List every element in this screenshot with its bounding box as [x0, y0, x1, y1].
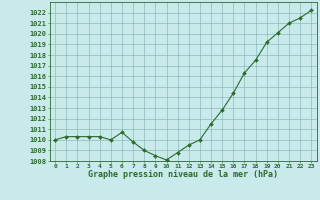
X-axis label: Graphe pression niveau de la mer (hPa): Graphe pression niveau de la mer (hPa) [88, 170, 278, 179]
